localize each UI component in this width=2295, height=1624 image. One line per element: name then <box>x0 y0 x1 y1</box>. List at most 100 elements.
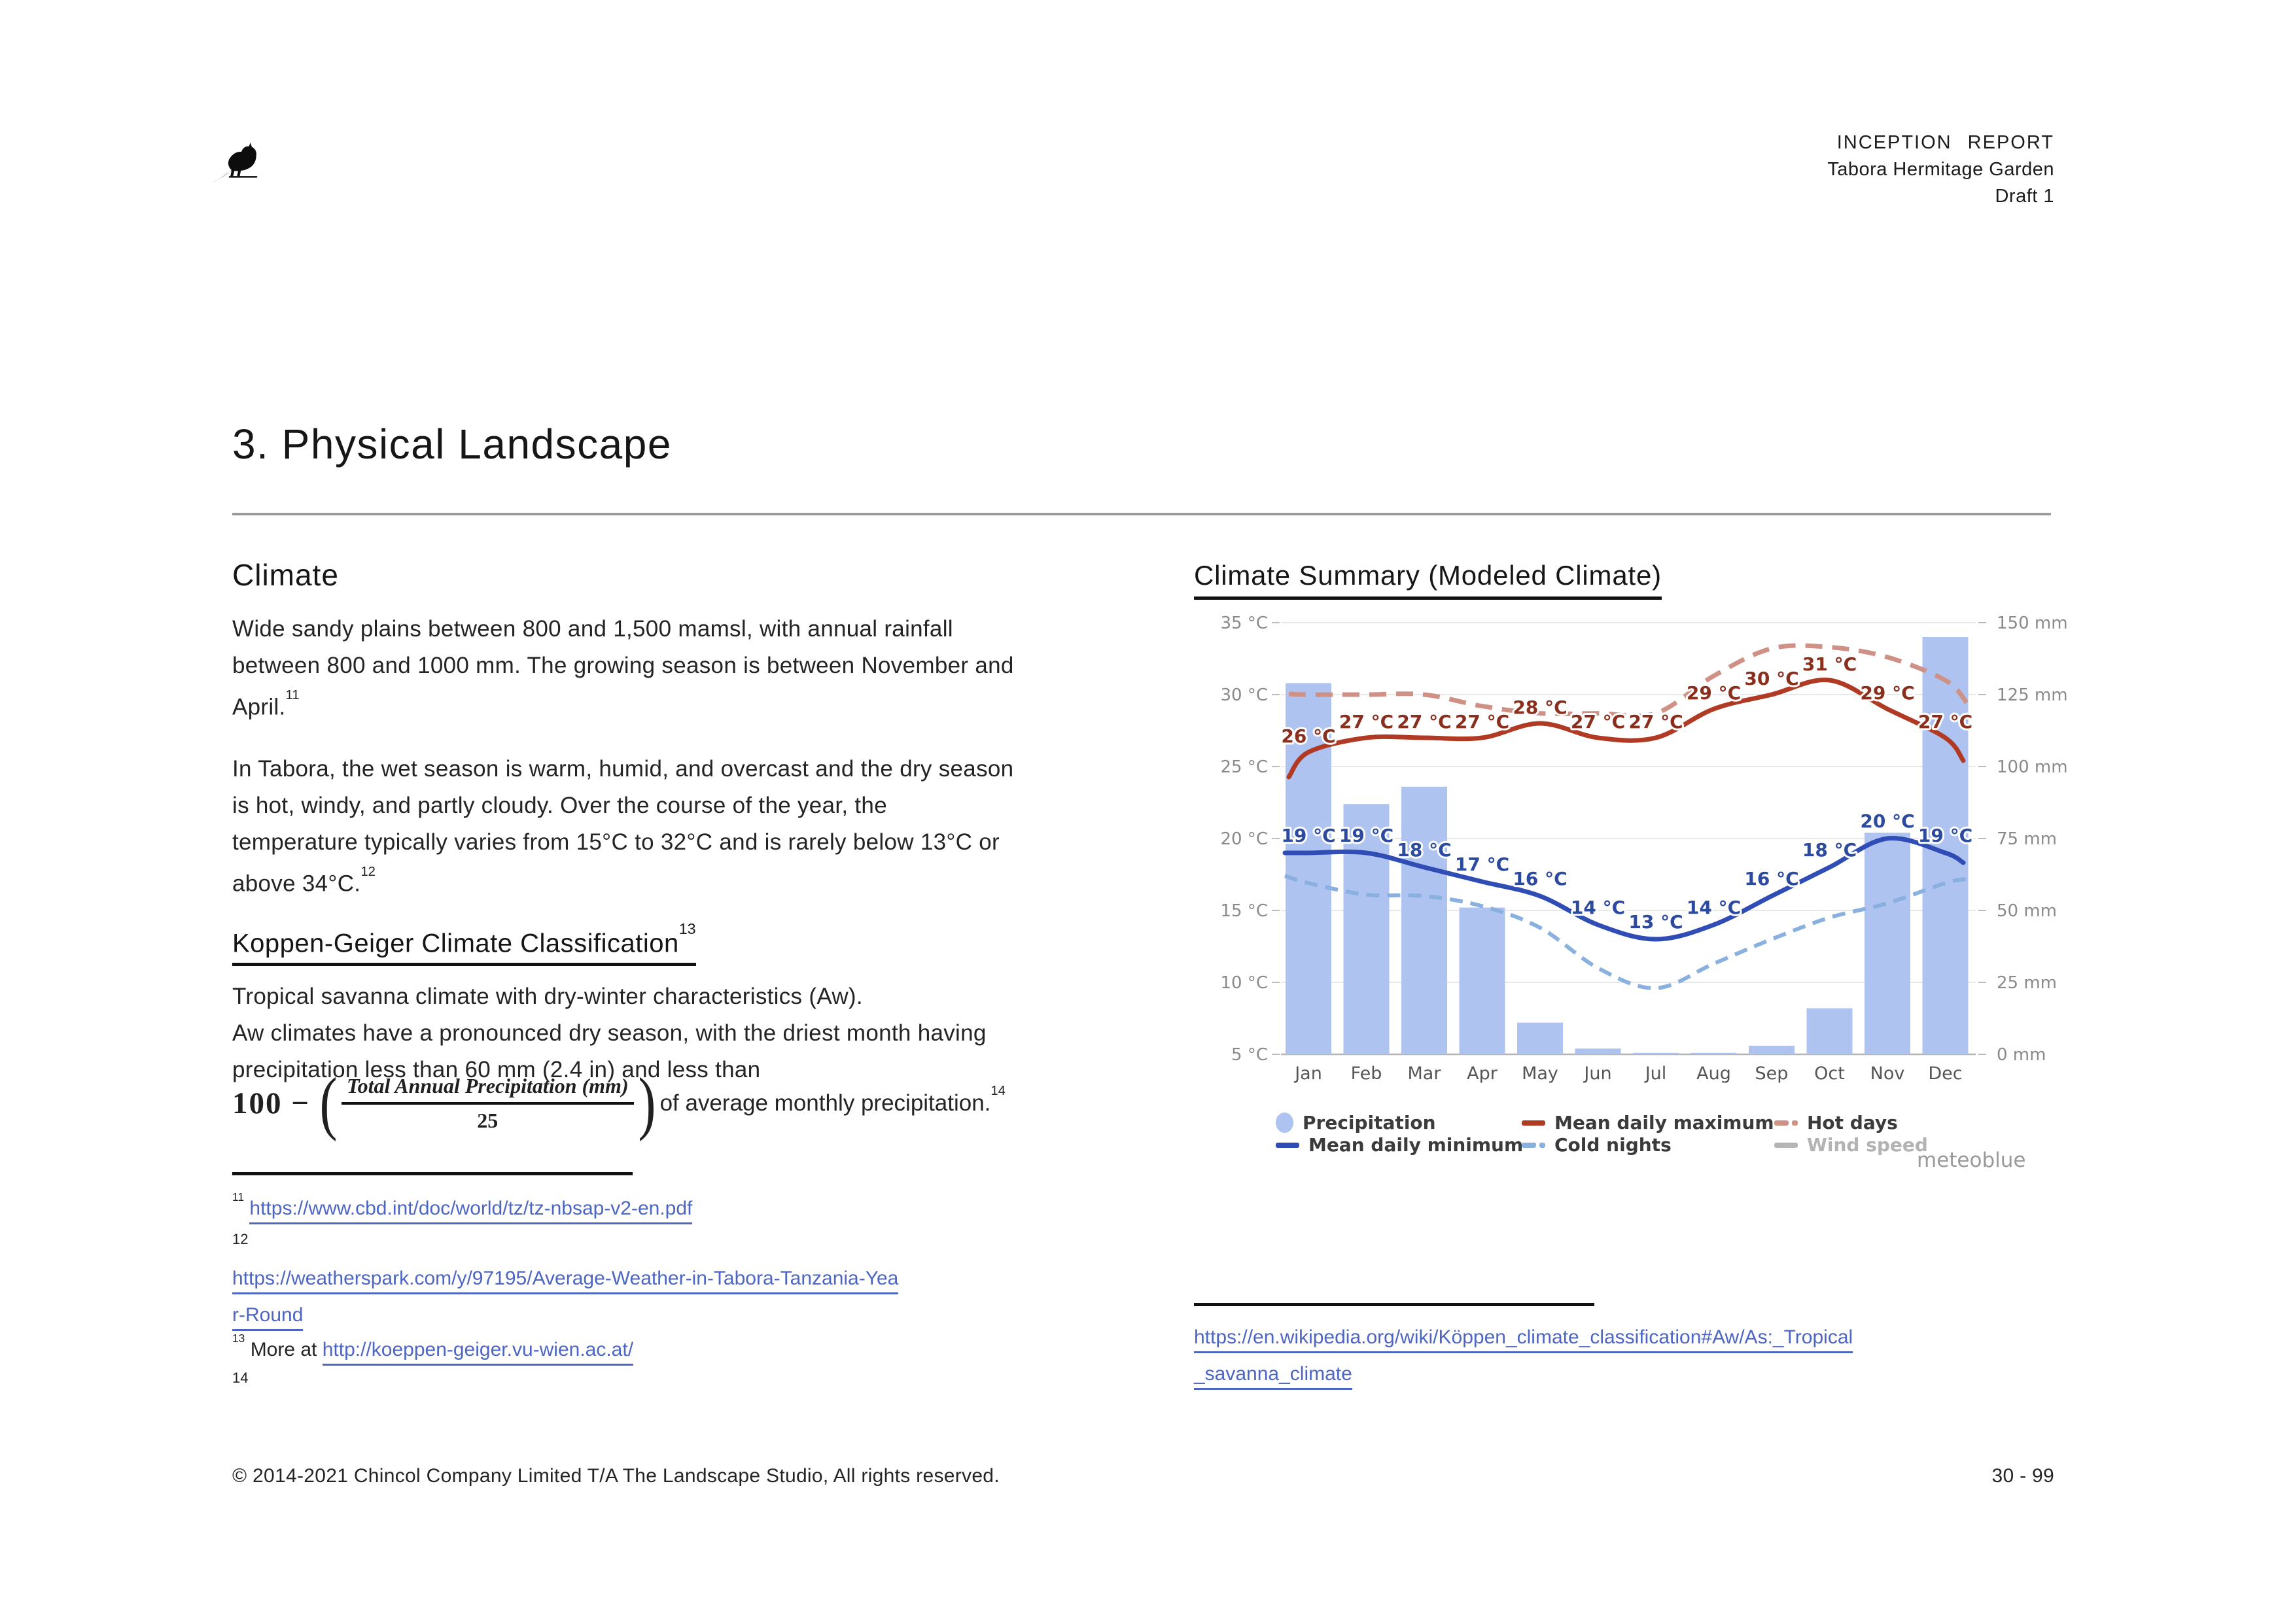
page-title: 3. Physical Landscape <box>232 421 672 468</box>
svg-text:27 °C: 27 °C <box>1571 711 1625 733</box>
svg-text:Apr: Apr <box>1467 1063 1498 1084</box>
link-koeppen-geiger[interactable]: http://koeppen-geiger.vu-wien.ac.at/ <box>322 1339 634 1366</box>
koppen-heading-wrap: Koppen-Geiger Climate Classification13 <box>232 920 696 967</box>
legend-hot-days: Hot days <box>1774 1112 1898 1133</box>
legend-cold-nights: Cold nights <box>1522 1134 1672 1156</box>
koppen-paragraph-1: Tropical savanna climate with dry-winter… <box>232 984 863 1009</box>
svg-text:Dec: Dec <box>1928 1063 1962 1084</box>
svg-text:May: May <box>1522 1063 1558 1084</box>
legend-precipitation: Precipitation <box>1276 1112 1436 1133</box>
project-name: Tabora Hermitage Garden <box>1827 159 2054 180</box>
footnote-ref-13: 13 <box>678 920 696 938</box>
svg-text:Jun: Jun <box>1583 1063 1611 1084</box>
footnote-14-marker: 14 <box>232 1370 249 1386</box>
svg-text:30 °C: 30 °C <box>1744 668 1798 689</box>
legend-wind-speed: Wind speed <box>1774 1134 1928 1156</box>
svg-text:19 °C: 19 °C <box>1281 825 1335 846</box>
svg-text:16 °C: 16 °C <box>1513 868 1567 890</box>
svg-text:Nov: Nov <box>1870 1063 1905 1084</box>
chart-heading: Climate Summary (Modeled Climate) <box>1194 560 1662 600</box>
link-weatherspark[interactable]: https://weatherspark.com/y/97195/Average… <box>232 1268 899 1294</box>
formula-close-paren: ) <box>638 1063 656 1142</box>
svg-text:35 °C: 35 °C <box>1220 613 1268 633</box>
copyright-notice: © 2014-2021 Chincol Company Limited T/A … <box>232 1465 1000 1487</box>
link-wikipedia-koppen-wrap[interactable]: _savanna_climate <box>1194 1363 1352 1390</box>
hot-days-marker-icon <box>1774 1120 1798 1126</box>
svg-text:14 °C: 14 °C <box>1687 897 1741 918</box>
svg-text:19 °C: 19 °C <box>1918 825 1972 846</box>
svg-text:0 mm: 0 mm <box>1997 1045 2046 1065</box>
precipitation-marker-icon <box>1276 1113 1293 1133</box>
koppen-paragraph-2: Aw climates have a pronounced dry season… <box>232 1020 987 1082</box>
svg-text:31 °C: 31 °C <box>1802 653 1857 675</box>
climate-paragraph-1: Wide sandy plains between 800 and 1,500 … <box>232 616 1014 720</box>
svg-text:13 °C: 13 °C <box>1628 911 1683 933</box>
page-number: 30 - 99 <box>1991 1465 2054 1487</box>
svg-text:18 °C: 18 °C <box>1397 839 1451 861</box>
formula-denominator: 25 <box>477 1109 499 1132</box>
footnote-12-link-line2: r-Round <box>232 1304 304 1331</box>
chart-heading-wrap: Climate Summary (Modeled Climate) <box>1194 560 1662 600</box>
footnote-12-link-line1: https://weatherspark.com/y/97195/Average… <box>232 1268 899 1294</box>
formula-open-paren: ( <box>319 1063 338 1142</box>
legend-mean-daily-maximum: Mean daily maximum <box>1522 1112 1774 1133</box>
legend-mean-daily-minimum: Mean daily minimum <box>1276 1134 1523 1156</box>
footnote-ref-11: 11 <box>285 687 300 702</box>
formula-suffix: of average monthly precipitation.14 <box>659 1084 1006 1116</box>
report-type: INCEPTION REPORT <box>1836 132 2054 153</box>
svg-text:Jul: Jul <box>1644 1063 1667 1084</box>
svg-text:125 mm: 125 mm <box>1997 685 2068 705</box>
svg-text:28 °C: 28 °C <box>1513 697 1567 718</box>
svg-text:20 °C: 20 °C <box>1220 829 1268 849</box>
svg-text:29 °C: 29 °C <box>1687 682 1741 704</box>
formula-fraction: Total Annual Precipitation (mm) 25 <box>342 1074 634 1133</box>
svg-text:16 °C: 16 °C <box>1744 868 1798 890</box>
svg-text:17 °C: 17 °C <box>1455 854 1509 875</box>
svg-text:29 °C: 29 °C <box>1860 682 1914 704</box>
climate-paragraph-2: In Tabora, the wet season is warm, humid… <box>232 756 1014 897</box>
formula-numerator: Total Annual Precipitation (mm) <box>342 1074 634 1105</box>
page-header: INCEPTION REPORT Tabora Hermitage Garden… <box>1827 130 2054 210</box>
svg-text:25 mm: 25 mm <box>1997 973 2057 993</box>
svg-text:Sep: Sep <box>1755 1063 1789 1084</box>
svg-text:14 °C: 14 °C <box>1571 897 1625 918</box>
svg-text:26 °C: 26 °C <box>1281 725 1335 747</box>
svg-text:Mar: Mar <box>1408 1063 1442 1084</box>
footnote-separator-right <box>1194 1303 1594 1306</box>
svg-text:50 mm: 50 mm <box>1997 901 2057 921</box>
svg-text:Jan: Jan <box>1293 1063 1322 1084</box>
footnote-13: 13 More at http://koeppen-geiger.vu-wien… <box>232 1332 634 1366</box>
svg-text:Feb: Feb <box>1351 1063 1382 1084</box>
cold-nights-marker-icon <box>1522 1142 1545 1148</box>
svg-text:25 °C: 25 °C <box>1220 757 1268 777</box>
bird-logo-icon <box>213 142 258 183</box>
svg-text:27 °C: 27 °C <box>1397 711 1451 733</box>
svg-text:150 mm: 150 mm <box>1997 613 2068 633</box>
mean-daily-maximum-marker-icon <box>1522 1120 1545 1126</box>
wiki-link-line1: https://en.wikipedia.org/wiki/Köppen_cli… <box>1194 1326 1853 1353</box>
svg-text:Oct: Oct <box>1814 1063 1845 1084</box>
svg-text:20 °C: 20 °C <box>1860 810 1914 832</box>
svg-text:5 °C: 5 °C <box>1231 1045 1268 1065</box>
svg-text:18 °C: 18 °C <box>1802 839 1857 861</box>
climate-heading: Climate <box>232 558 339 592</box>
svg-text:15 °C: 15 °C <box>1220 901 1268 921</box>
link-wikipedia-koppen[interactable]: https://en.wikipedia.org/wiki/Köppen_cli… <box>1194 1326 1853 1353</box>
svg-text:30 °C: 30 °C <box>1220 685 1268 705</box>
formula-prefix: 100 − <box>232 1086 311 1120</box>
svg-text:75 mm: 75 mm <box>1997 829 2057 849</box>
koppen-heading: Koppen-Geiger Climate Classification13 <box>232 920 696 967</box>
footnote-11: 11 https://www.cbd.int/doc/world/tz/tz-n… <box>232 1190 693 1224</box>
svg-text:27 °C: 27 °C <box>1339 711 1393 733</box>
climate-chart: 35 °C 150 mm 30 °C 125 mm 25 °C 100 mm 20 °C 75… <box>1220 613 2068 1084</box>
draft-version: Draft 1 <box>1995 186 2054 207</box>
link-weatherspark-wrap[interactable]: r-Round <box>232 1304 304 1331</box>
footnote-ref-12: 12 <box>360 864 376 879</box>
svg-text:10 °C: 10 °C <box>1220 973 1268 993</box>
wind-speed-marker-icon <box>1774 1142 1798 1148</box>
precipitation-formula: 100 − ( Total Annual Precipitation (mm) … <box>232 1063 1006 1142</box>
svg-text:19 °C: 19 °C <box>1339 825 1393 846</box>
footnote-separator-left <box>232 1172 633 1175</box>
title-rule <box>232 513 2051 515</box>
link-cbd-pdf[interactable]: https://www.cbd.int/doc/world/tz/tz-nbsa… <box>249 1198 693 1224</box>
